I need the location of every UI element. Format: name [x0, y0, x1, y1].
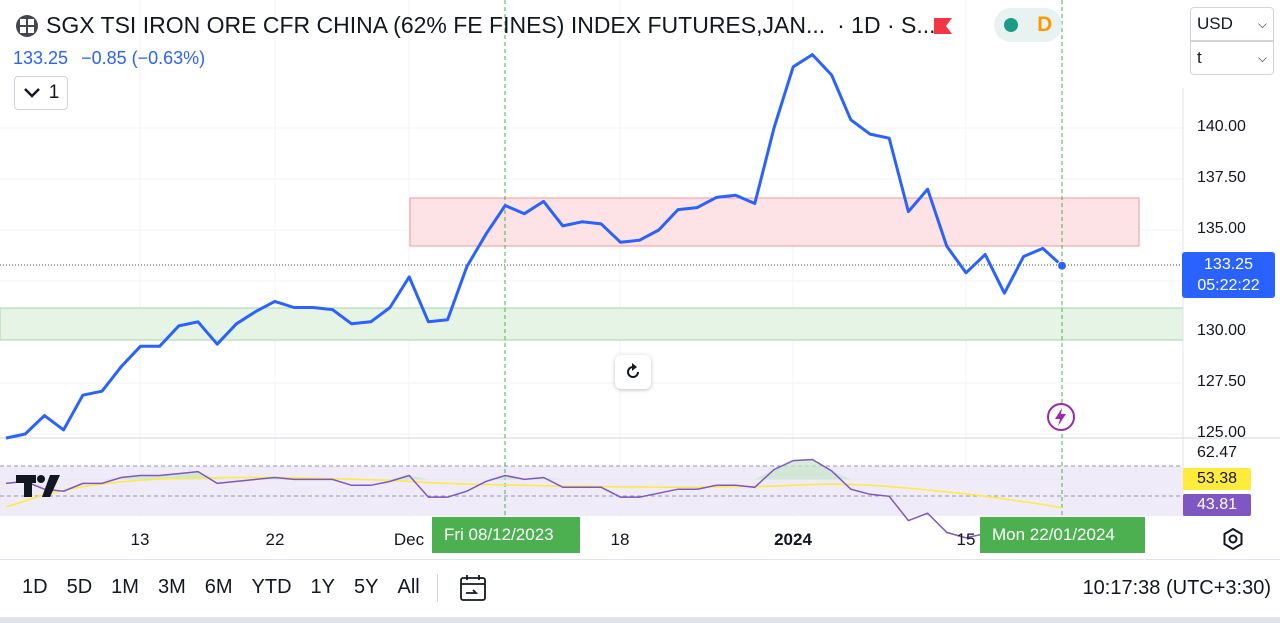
ma-line[interactable]	[5, 476, 1063, 509]
price-change: −0.85 (−0.63%)	[81, 48, 206, 68]
chart-canvas[interactable]	[0, 0, 1280, 560]
crosshair-date-left: Fri 08/12/2023	[432, 517, 580, 553]
range-all-button[interactable]: All	[397, 576, 420, 598]
price-tick: 140.00	[1197, 118, 1246, 135]
chevron-down-icon: ⌵	[1257, 16, 1267, 31]
range-5y-button[interactable]: 5Y	[354, 576, 379, 598]
range-5d-button[interactable]: 5D	[66, 576, 93, 598]
bar-countdown: 05:22:22	[1197, 277, 1260, 294]
tradingview-logo[interactable]	[16, 472, 66, 498]
range-1d-button[interactable]: 1D	[22, 576, 48, 598]
range-buttons: 1D 5D 1M 3M 6M YTD 1Y 5Y All	[22, 576, 439, 599]
range-1m-button[interactable]: 1M	[111, 576, 139, 598]
range-3m-button[interactable]: 3M	[157, 576, 186, 598]
lightning-icon[interactable]	[1046, 402, 1076, 432]
price-tick: 130.00	[1197, 322, 1246, 339]
price-summary: 133.25 −0.85 (−0.63%)	[13, 48, 213, 69]
unit-value: t	[1197, 48, 1202, 67]
bottom-toolbar: 1D 5D 1M 3M 6M YTD 1Y 5Y All 10:17:38 (U…	[0, 559, 1280, 618]
time-tick: 15	[956, 530, 976, 549]
symbol-icon	[16, 14, 38, 37]
chevron-down-icon	[23, 88, 40, 98]
price-tick: 127.50	[1197, 373, 1246, 390]
indicator-top-value: 62.47	[1197, 444, 1238, 461]
interval-label[interactable]: · 1D · S...	[837, 12, 936, 38]
crosshair-date-right: Mon 22/01/2024	[980, 517, 1145, 553]
time-tick: Dec	[393, 530, 425, 549]
rsi-value-label: 43.81	[1183, 494, 1251, 516]
currency-value: USD	[1197, 14, 1233, 33]
current-price-label: 133.25 05:22:22	[1182, 252, 1275, 298]
delayed-badge: D	[1037, 13, 1053, 36]
range-6m-button[interactable]: 6M	[204, 576, 233, 598]
time-tick: 18	[610, 530, 630, 549]
collapse-count: 1	[48, 82, 60, 103]
bottom-strip	[0, 617, 1280, 623]
currency-select[interactable]: USD ⌵	[1190, 7, 1274, 41]
price-line[interactable]	[5, 53, 1064, 440]
collapse-indicators-button[interactable]: 1	[14, 76, 68, 110]
settings-gear-icon[interactable]	[1221, 527, 1245, 551]
time-tick-year: 2024	[774, 530, 812, 549]
current-price-value: 133.25	[1204, 256, 1253, 273]
last-price-dot[interactable]	[1057, 260, 1067, 271]
time-tick: 13	[130, 530, 150, 549]
time-tick: 22	[265, 530, 285, 549]
price-tick: 135.00	[1197, 220, 1246, 237]
last-price: 133.25	[13, 48, 69, 68]
ma-value-label: 53.38	[1183, 468, 1251, 490]
support-zone[interactable]	[0, 307, 1184, 341]
rsi-line[interactable]	[5, 458, 1063, 543]
price-tick: 137.50	[1197, 169, 1246, 186]
price-tick: 125.00	[1197, 424, 1246, 441]
resistance-zone[interactable]	[409, 197, 1140, 247]
reset-icon	[627, 363, 639, 378]
reset-chart-button[interactable]	[615, 355, 651, 389]
green-dot-icon	[1003, 18, 1018, 32]
unit-select[interactable]: t ⌵	[1190, 41, 1274, 75]
clock-timezone[interactable]: 10:17:38 (UTC+3:30)	[1082, 577, 1271, 599]
rsi-overbought-fill	[6, 459, 1062, 480]
symbol-title[interactable]: SGX TSI IRON ORE CFR CHINA (62% FE FINES…	[46, 12, 826, 38]
market-status-pill[interactable]: D	[994, 8, 1062, 42]
toolbar-divider	[437, 574, 438, 602]
symbol-header[interactable]: SGX TSI IRON ORE CFR CHINA (62% FE FINES…	[16, 12, 936, 39]
range-1y-button[interactable]: 1Y	[310, 576, 336, 598]
range-ytd-button[interactable]: YTD	[251, 576, 292, 598]
chevron-down-icon: ⌵	[1257, 50, 1267, 65]
calendar-goto-icon[interactable]	[458, 573, 488, 603]
flag-icon[interactable]	[932, 16, 954, 36]
